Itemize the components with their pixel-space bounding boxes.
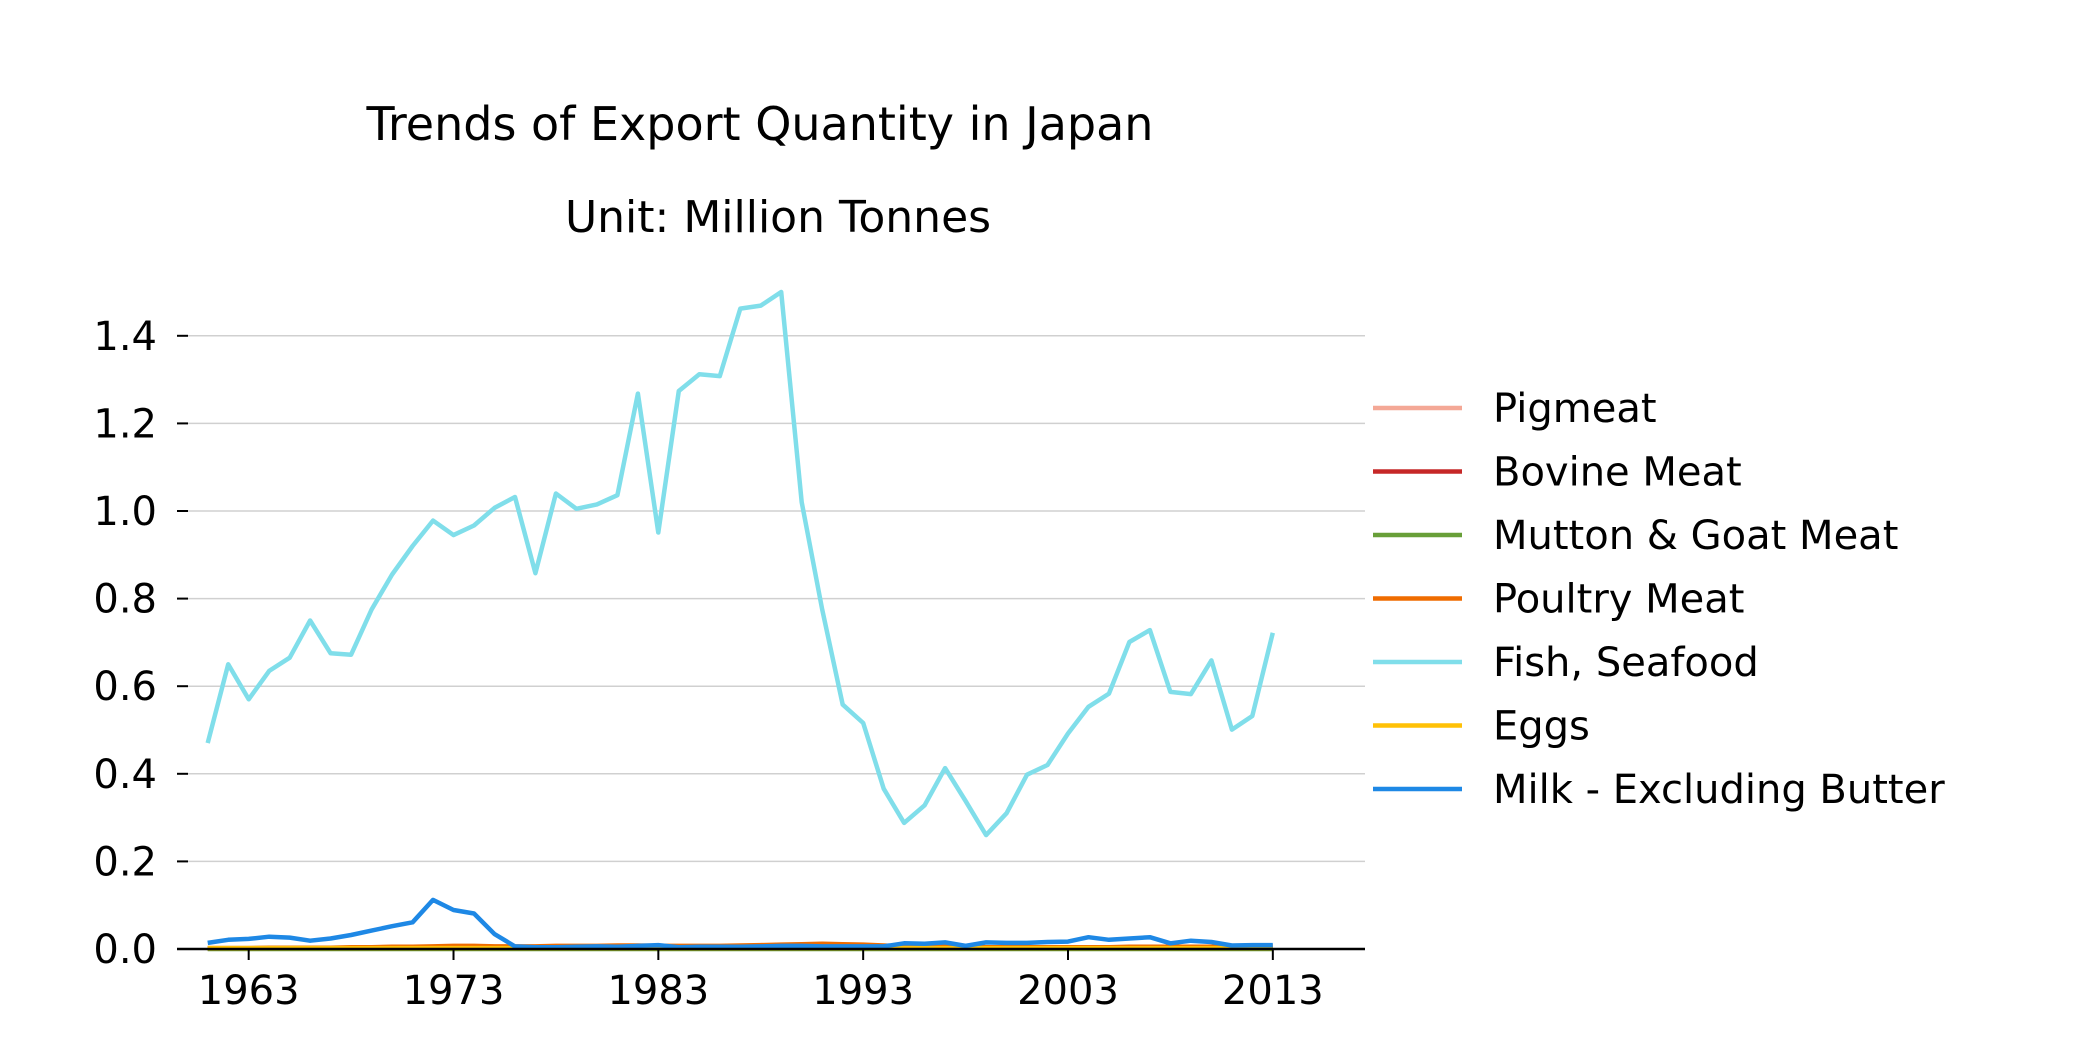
y-tick-label: 1.0 — [93, 489, 157, 535]
y-tick-label: 0.0 — [93, 927, 157, 973]
legend-label-milk-excluding-butter: Milk - Excluding Butter — [1493, 767, 1945, 813]
x-axis-ticks: 1963 1973 1983 1993 2003 2013 — [198, 949, 1324, 1014]
x-tick-label: 1983 — [607, 968, 709, 1014]
y-tick-label: 1.4 — [93, 314, 157, 360]
series-line-fish-seafood — [205, 289, 1275, 838]
x-tick-label: 2013 — [1222, 968, 1324, 1014]
legend-label-bovine-meat: Bovine Meat — [1493, 450, 1742, 496]
y-tick-label: 1.2 — [93, 401, 157, 447]
legend-label-poultry-meat: Poultry Meat — [1493, 577, 1744, 623]
y-tick-label: 0.4 — [93, 752, 157, 798]
y-axis-ticks: 0.0 0.2 0.4 0.6 0.8 1.0 1.2 1.4 — [93, 314, 188, 973]
x-tick-label: 1973 — [403, 968, 505, 1014]
legend-label-fish-seafood: Fish, Seafood — [1493, 640, 1759, 686]
legend-label-eggs: Eggs — [1493, 704, 1590, 750]
x-tick-label: 1993 — [812, 968, 914, 1014]
x-tick-label: 2003 — [1017, 968, 1119, 1014]
chart-title: Trends of Export Quantity in Japan — [366, 97, 1154, 151]
y-tick-label: 0.8 — [93, 577, 157, 623]
x-tick-label: 1963 — [198, 968, 300, 1014]
y-tick-label: 0.2 — [93, 839, 157, 885]
legend-label-mutton-goat-meat: Mutton & Goat Meat — [1493, 513, 1898, 559]
legend: Pigmeat Bovine Meat Mutton & Goat Meat Poul… — [1373, 386, 1945, 813]
legend-label-pigmeat: Pigmeat — [1493, 386, 1657, 432]
chart-subtitle: Unit: Million Tonnes — [565, 192, 991, 243]
gridlines — [177, 335, 1365, 863]
series-group — [205, 289, 1275, 952]
y-tick-label: 0.6 — [93, 664, 157, 710]
series-line-milk-excluding-butter — [207, 897, 1273, 950]
